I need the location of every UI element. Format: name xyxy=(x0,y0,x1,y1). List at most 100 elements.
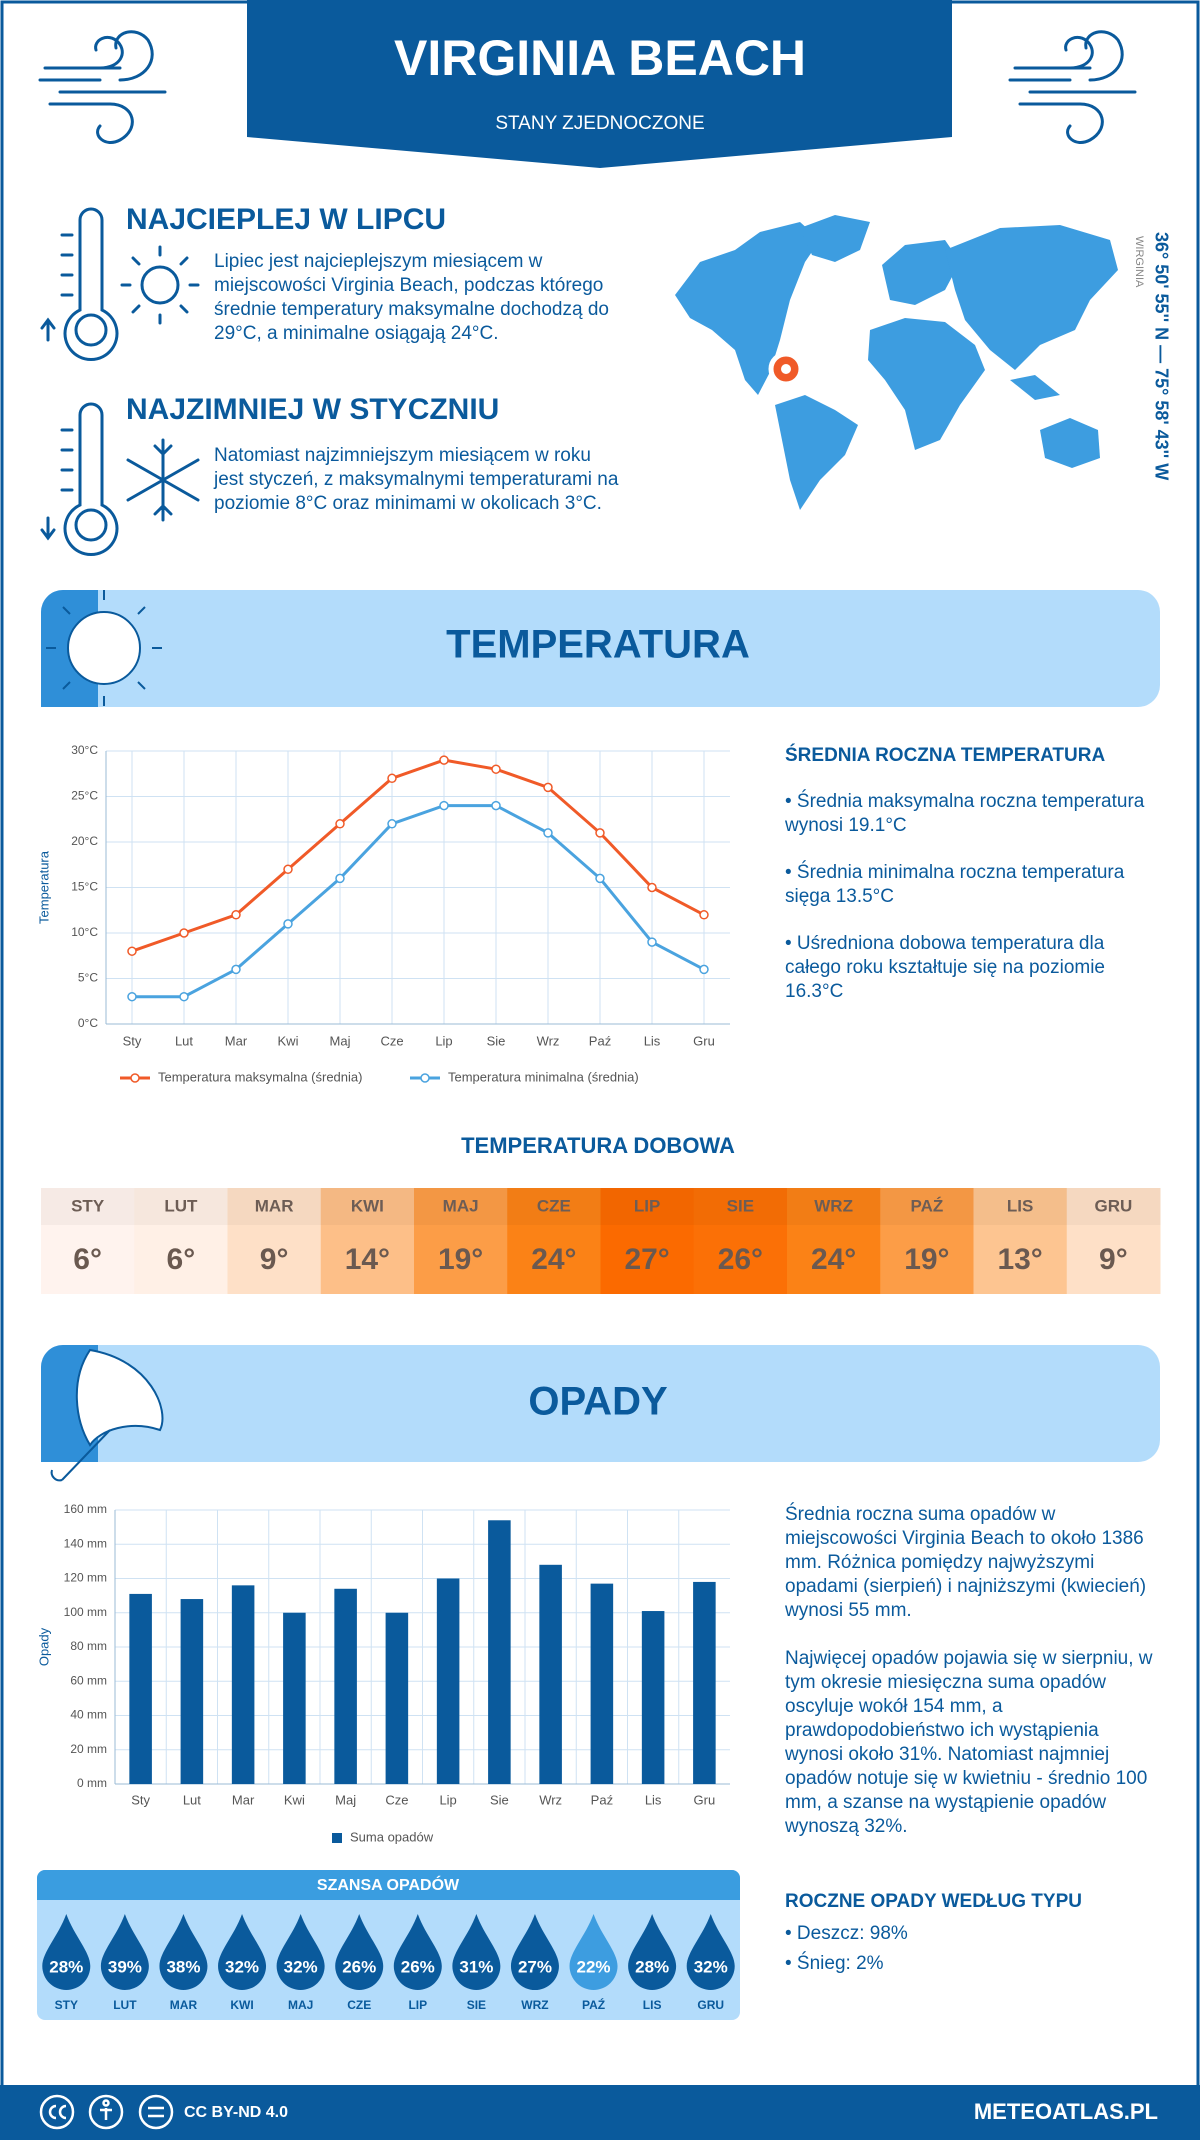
point xyxy=(543,782,553,793)
daily-month: WRZ xyxy=(814,1196,853,1215)
y-axis-title: Opady xyxy=(36,1627,51,1666)
wind-icon-part xyxy=(1064,36,1094,70)
bar xyxy=(231,1585,255,1784)
point xyxy=(283,864,293,875)
daily-value-cell xyxy=(880,1225,974,1294)
point xyxy=(335,819,345,829)
thermometer-hot-icon-part xyxy=(63,207,119,362)
footer-bar xyxy=(0,2085,1200,2140)
point xyxy=(231,964,241,975)
summary-title: ŚREDNIA ROCZNA TEMPERATURA xyxy=(785,744,1105,766)
wind-icon-part xyxy=(1066,102,1104,144)
point xyxy=(491,764,501,774)
license-icons-part xyxy=(39,2094,75,2130)
point xyxy=(491,800,501,811)
daily-month: LIS xyxy=(1007,1196,1033,1215)
wind-icon-part xyxy=(38,66,167,106)
daily-header-cell xyxy=(787,1188,881,1225)
section-title: OPADY xyxy=(528,1380,668,1424)
chance-header xyxy=(37,1870,740,1900)
y-axis-title: Temperatura xyxy=(36,850,51,924)
chance-month: LIS xyxy=(643,1998,662,2012)
x-tick-label: Kwi xyxy=(278,1033,299,1048)
daily-month: KWI xyxy=(351,1196,384,1215)
y-tick-label: 15°C xyxy=(71,880,98,894)
point xyxy=(387,773,397,784)
x-tick-label: Paź xyxy=(591,1792,613,1807)
point xyxy=(387,819,397,829)
daily-header-cell xyxy=(880,1188,974,1225)
bar xyxy=(180,1599,204,1784)
daily-value: 6° xyxy=(167,1243,196,1276)
point xyxy=(283,919,293,929)
drop xyxy=(393,1914,442,1991)
summary-item: • Średnia minimalna roczna temperatura s… xyxy=(785,862,1125,907)
daily-value: 19° xyxy=(904,1243,949,1276)
line xyxy=(131,758,705,953)
daily-header-cell xyxy=(320,1188,415,1225)
section-band xyxy=(41,1345,1160,1462)
wind-icon xyxy=(38,30,167,144)
chance-month: WRZ xyxy=(521,1998,548,2012)
chance-value: 32% xyxy=(284,1957,318,1976)
y-tick-label: 20 mm xyxy=(70,1742,107,1756)
legend-label: Temperatura maksymalna (średnia) xyxy=(158,1069,362,1084)
header-title: VIRGINIA BEACH xyxy=(394,30,806,86)
license-icons xyxy=(39,2094,174,2130)
daily-header-cell xyxy=(41,1188,135,1225)
x-tick-label: Maj xyxy=(335,1792,356,1807)
thermometer-hot-icon-part xyxy=(40,233,74,342)
x-tick-label: Cze xyxy=(385,1792,408,1807)
x-tick-label: Sty xyxy=(123,1033,142,1048)
umbrella-icon-part xyxy=(50,1429,111,1482)
x-tick-label: Wrz xyxy=(537,1033,560,1048)
legend-marker xyxy=(420,1073,430,1083)
thermometer-hot-icon-part xyxy=(74,313,108,347)
chance-box xyxy=(37,1870,740,2020)
y-tick-label: 100 mm xyxy=(64,1605,107,1619)
daily-value: 9° xyxy=(260,1243,289,1276)
world-map-part xyxy=(945,225,1118,370)
x-tick-label: Lis xyxy=(644,1033,661,1048)
legend-label: Temperatura minimalna (średnia) xyxy=(448,1069,639,1084)
chance-month: MAR xyxy=(170,1998,198,2012)
legend-swatch xyxy=(332,1833,342,1843)
wind-icon xyxy=(1008,30,1137,144)
types-title: ROCZNE OPADY WEDŁUG TYPU xyxy=(785,1891,1082,1912)
wind-icon-part xyxy=(1008,66,1137,106)
x-tick-label: Lip xyxy=(439,1792,456,1807)
point xyxy=(647,937,657,947)
drop xyxy=(218,1914,267,1991)
daily-header-cell xyxy=(973,1188,1068,1225)
license-icons-part xyxy=(48,2104,67,2120)
bar xyxy=(436,1578,460,1784)
bar xyxy=(641,1611,665,1784)
bar xyxy=(590,1583,614,1784)
daily-value-cell xyxy=(320,1225,415,1294)
y-tick-label: 160 mm xyxy=(64,1502,107,1516)
daily-value-cell xyxy=(973,1225,1068,1294)
daily-header-cell xyxy=(1066,1188,1161,1225)
point xyxy=(439,800,449,811)
point xyxy=(699,910,709,920)
daily-month: GRU xyxy=(1094,1196,1132,1215)
daily-value-cell xyxy=(693,1225,788,1294)
chance-month: GRU xyxy=(697,1998,724,2012)
chance-value: 27% xyxy=(518,1957,552,1976)
chance-month: STY xyxy=(55,1998,78,2012)
daily-value-cell xyxy=(1066,1225,1161,1294)
drop xyxy=(569,1914,618,1991)
wind-icon-part xyxy=(96,102,134,144)
coordinates: 36° 50' 55'' N — 75° 58' 43'' W xyxy=(1151,232,1171,480)
y-tick-label: 20°C xyxy=(71,834,98,848)
point xyxy=(595,828,605,838)
y-tick-label: 0°C xyxy=(78,1016,98,1030)
chance-value: 39% xyxy=(108,1957,142,1976)
daily-value: 13° xyxy=(997,1243,1042,1276)
chance-value: 26% xyxy=(401,1957,435,1976)
chance-month: LIP xyxy=(408,1998,427,2012)
summary-item: • Średnia maksymalna roczna temperatura … xyxy=(785,791,1145,836)
chance-month: MAJ xyxy=(288,1998,313,2012)
